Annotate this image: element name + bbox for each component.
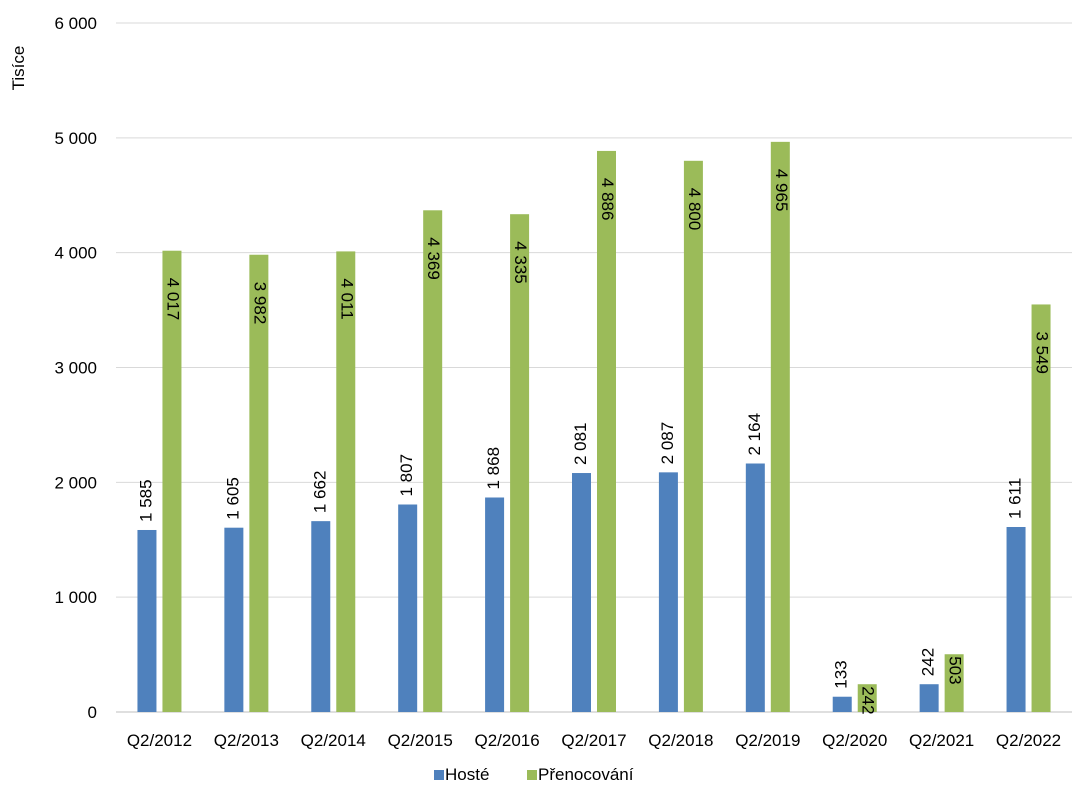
data-label: 2 087 — [658, 422, 677, 465]
x-tick-label: Q2/2012 — [127, 731, 192, 750]
y-axis: 0 1 000 2 000 3 000 4 000 5 000 6 000 — [54, 14, 97, 722]
bar-hoste — [919, 684, 939, 712]
gridlines — [116, 22, 1072, 713]
bar-hoste — [572, 473, 591, 712]
y-tick-label: 5 000 — [54, 129, 97, 148]
x-tick-label: Q2/2018 — [648, 731, 713, 750]
x-tick-label: Q2/2021 — [909, 731, 974, 750]
y-tick-label: 3 000 — [54, 359, 97, 378]
legend-swatch — [527, 770, 537, 780]
data-label: 503 — [946, 656, 965, 684]
legend-label: Hosté — [445, 765, 489, 784]
data-label: 1 605 — [223, 477, 242, 520]
y-axis-title: Tisíce — [9, 46, 28, 91]
data-labels: 1 585 4 017 1 605 3 982 1 662 4 011 1 807 4 369… — [136, 169, 1051, 715]
y-tick-label: 6 000 — [54, 14, 97, 33]
data-label: 1 662 — [310, 471, 329, 514]
x-tick-label: Q2/2014 — [301, 731, 366, 750]
bar-prenocovani — [857, 684, 877, 712]
x-axis: Q2/2012 Q2/2013 Q2/2014 Q2/2015 Q2/2016 Q2/20… — [127, 731, 1061, 750]
bar-hoste — [1006, 527, 1026, 712]
bars — [137, 141, 1051, 713]
bar-prenocovani — [423, 210, 443, 713]
data-label: 4 017 — [163, 278, 182, 321]
bar-prenocovani — [944, 654, 964, 712]
legend: Hosté Přenocování — [434, 765, 634, 784]
data-label: 4 800 — [685, 188, 704, 231]
bar-prenocovani — [770, 141, 790, 713]
legend-swatch — [434, 770, 444, 780]
data-label: 2 081 — [571, 422, 590, 465]
bar-hoste — [311, 521, 331, 712]
bar-hoste — [485, 497, 505, 712]
bar-prenocovani — [1031, 304, 1051, 712]
bar-hoste — [658, 472, 678, 712]
x-tick-label: Q2/2015 — [388, 731, 453, 750]
y-tick-label: 1 000 — [54, 588, 97, 607]
data-label: 1 868 — [484, 447, 503, 490]
x-tick-label: Q2/2022 — [996, 731, 1061, 750]
bar-hoste — [745, 463, 765, 712]
data-label: 4 011 — [337, 278, 356, 319]
data-label: 242 — [859, 686, 878, 714]
bar-prenocovani — [336, 251, 356, 712]
x-tick-label: Q2/2017 — [561, 731, 626, 750]
x-tick-label: Q2/2020 — [822, 731, 887, 750]
bar-hoste — [832, 696, 852, 712]
data-label: 1 611 — [1006, 478, 1025, 519]
y-tick-label: 0 — [88, 703, 97, 722]
x-tick-label: Q2/2019 — [735, 731, 800, 750]
bar-prenocovani — [510, 214, 530, 712]
legend-label: Přenocování — [538, 765, 634, 784]
data-label: 2 164 — [745, 413, 764, 456]
bar-hoste — [398, 504, 418, 712]
data-label: 4 965 — [772, 169, 791, 212]
data-label: 242 — [919, 648, 938, 676]
bar-prenocovani — [249, 254, 269, 712]
y-tick-label: 4 000 — [54, 244, 97, 263]
data-label: 4 886 — [598, 178, 617, 221]
data-label: 3 549 — [1033, 331, 1052, 374]
data-label: 4 335 — [511, 241, 530, 284]
data-label: 3 982 — [250, 282, 269, 325]
bar-hoste — [224, 527, 244, 712]
bar-hoste — [137, 529, 157, 712]
data-label: 4 369 — [424, 237, 443, 280]
data-label: 1 585 — [136, 479, 155, 522]
bar-prenocovani — [597, 150, 616, 713]
y-tick-label: 2 000 — [54, 473, 97, 492]
x-tick-label: Q2/2016 — [474, 731, 539, 750]
data-label: 133 — [832, 660, 851, 688]
x-tick-label: Q2/2013 — [214, 731, 279, 750]
bar-prenocovani — [683, 160, 703, 713]
data-label: 1 807 — [397, 454, 416, 497]
bar-prenocovani — [162, 250, 182, 713]
